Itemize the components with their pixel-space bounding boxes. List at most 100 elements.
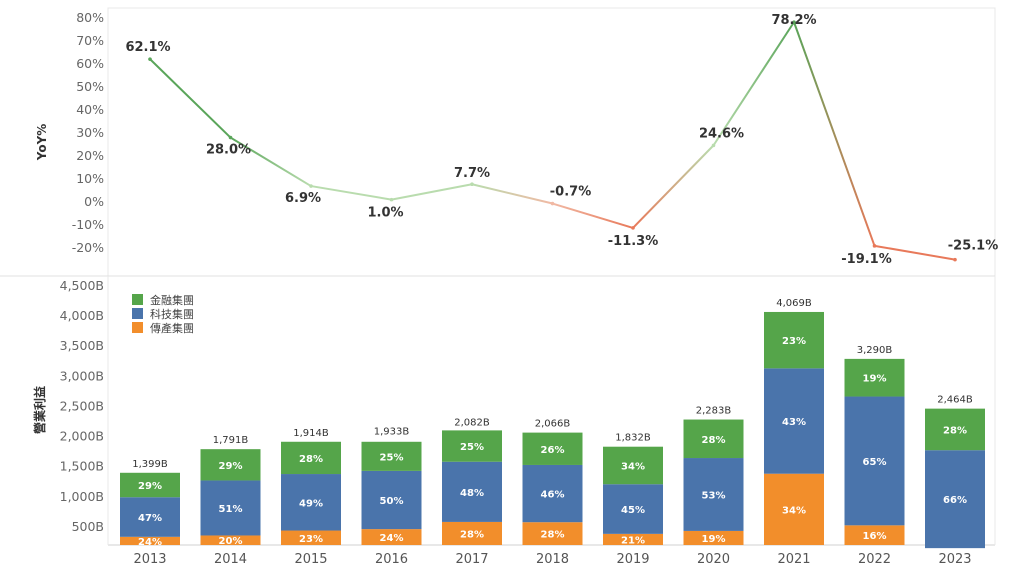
bar-segment — [603, 446, 663, 485]
bar-segment-label: 66% — [943, 495, 967, 506]
yoy-point — [631, 226, 635, 230]
yoy-point — [470, 182, 474, 187]
yoy-value-label: -11.3% — [608, 234, 659, 249]
bar-segment-label: 34% — [621, 461, 645, 472]
top-y-tick-label: 70% — [76, 33, 104, 48]
bar-segment — [603, 533, 663, 545]
bottom-y-tick-label: 1,500B — [60, 459, 104, 474]
yoy-value-label: 62.1% — [125, 40, 170, 55]
x-tick-label: 2015 — [294, 552, 327, 567]
bar-total-label: 1,933B — [374, 427, 410, 438]
bar-segment-label: 34% — [782, 505, 806, 516]
bar-segment — [281, 474, 341, 531]
bar-segment-label: 29% — [138, 481, 162, 492]
bottom-y-tick-label: 2,500B — [60, 398, 104, 413]
bar-segment — [844, 525, 905, 545]
yoy-line-segment — [229, 136, 312, 187]
x-tick-label: 2017 — [455, 552, 488, 567]
bar-segment-label: 50% — [380, 496, 404, 507]
bar-segment-label: 28% — [299, 454, 323, 465]
bar-segment-label: 29% — [219, 461, 243, 472]
bar-segment — [844, 396, 905, 526]
top-ylabel: YoY% — [35, 124, 49, 162]
bar-segment-label: 48% — [460, 488, 484, 499]
yoy-line-segment — [632, 144, 715, 229]
bar-segment-label: 19% — [863, 374, 887, 385]
yoy-value-label: 7.7% — [454, 166, 490, 181]
bar-segment — [442, 461, 502, 522]
x-tick-label: 2023 — [938, 552, 971, 567]
yoy-point — [550, 201, 555, 206]
bar-segment — [120, 472, 180, 498]
bar-segment — [120, 497, 180, 537]
bar-segment-label: 28% — [460, 529, 484, 540]
bar-total-label: 1,399B — [132, 459, 168, 470]
top-y-tick-label: 80% — [76, 10, 104, 25]
bar-segment-label: 28% — [943, 425, 967, 436]
bottom-y-tick-label: 2,000B — [60, 429, 104, 444]
top-y-tick-label: 40% — [76, 102, 104, 117]
yoy-line-segment — [149, 58, 232, 139]
bar-segment — [522, 522, 583, 545]
yoy-point — [309, 184, 313, 188]
yoy-value-label: -19.1% — [841, 252, 892, 267]
bar-total-label: 2,464B — [937, 395, 973, 406]
legend-swatch — [132, 308, 143, 319]
bar-segment — [764, 473, 824, 545]
top-y-ticks: 80% 70% 60% 50% 40% 30% 20% 10% 0% -10% -20% — [72, 10, 104, 255]
yoy-point — [792, 20, 796, 24]
bottom-y-tick-label: 4,500B — [60, 278, 104, 293]
bar-segment-label: 19% — [702, 534, 726, 545]
bottom-y-tick-label: 4,000B — [60, 308, 104, 323]
yoy-line-segment — [391, 183, 473, 201]
bar-segment-label: 46% — [541, 490, 565, 501]
yoy-value-label: 28.0% — [206, 143, 251, 158]
yoy-line-segment — [310, 185, 392, 201]
bar-segment — [281, 441, 341, 475]
top-y-tick-label: 20% — [76, 148, 104, 163]
bar-segment — [764, 311, 824, 369]
bar-total-label: 2,082B — [454, 418, 490, 429]
x-tick-label: 2016 — [375, 552, 408, 567]
yoy-point — [872, 244, 877, 248]
bar-segment — [522, 464, 583, 523]
bottom-y-tick-label: 1,000B — [60, 489, 104, 504]
top-y-tick-label: -10% — [72, 217, 104, 232]
yoy-point — [148, 57, 152, 61]
top-y-tick-label: 10% — [76, 171, 104, 186]
top-y-tick-label: 50% — [76, 79, 104, 94]
bar-segment-label: 24% — [138, 537, 162, 548]
bar-total-label: 1,832B — [615, 433, 651, 444]
bar-segment-label: 23% — [299, 534, 323, 545]
yoy-line-segment — [793, 21, 876, 247]
yoy-value-label: 78.2% — [771, 13, 816, 28]
bar-segment — [281, 530, 341, 545]
bar-segment-label: 51% — [219, 504, 243, 515]
x-tick-label: 2021 — [777, 552, 810, 567]
yoy-point — [953, 257, 957, 262]
bottom-ylabel: 營業利益 — [32, 386, 47, 434]
bar-segment — [120, 536, 180, 545]
bar-segment-label: 25% — [460, 442, 484, 453]
top-y-tick-label: -20% — [72, 240, 104, 255]
yoy-line-layer: 62.1% 28.0% 6.9% 1.0% 7.7% -0.7% -11.3% 24.6% 78… — [125, 13, 998, 267]
x-tick-label: 2013 — [133, 552, 166, 567]
yoy-point — [228, 135, 233, 140]
yoy-value-label: 24.6% — [699, 126, 744, 141]
bar-segment-label: 45% — [621, 505, 645, 516]
bar-segment-label: 20% — [219, 536, 243, 547]
yoy-line-segment — [712, 21, 795, 146]
bar-segment-label: 43% — [782, 417, 806, 428]
bar-total-label: 2,283B — [696, 406, 732, 417]
bar-total-label: 1,914B — [293, 428, 329, 439]
x-tick-label: 2014 — [214, 552, 247, 567]
yoy-value-label: -0.7% — [550, 185, 591, 200]
yoy-line-segment — [471, 183, 553, 205]
legend-swatch — [132, 294, 143, 305]
yoy-point — [389, 197, 394, 202]
bar-segment-label: 25% — [380, 452, 404, 463]
bar-segment — [925, 450, 985, 549]
yoy-point — [711, 143, 716, 148]
bar-segment-label: 21% — [621, 535, 645, 546]
